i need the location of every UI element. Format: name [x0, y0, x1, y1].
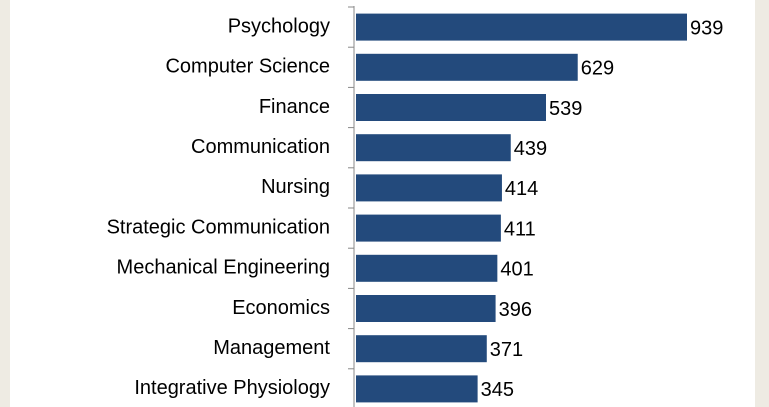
value-label: 414: [505, 178, 538, 200]
value-label: 939: [690, 17, 723, 39]
category-label: Communication: [191, 136, 330, 158]
value-label: 401: [500, 259, 533, 281]
bar: [356, 94, 546, 121]
category-label: Computer Science: [165, 56, 330, 78]
category-label: Integrative Physiology: [134, 377, 330, 399]
value-label: 345: [481, 379, 514, 401]
category-label: Economics: [232, 297, 330, 319]
bar: [356, 254, 498, 282]
bar: [356, 134, 511, 162]
value-label: 396: [499, 299, 532, 321]
bar: [356, 214, 501, 242]
bar: [356, 53, 578, 81]
bar: [356, 375, 478, 403]
value-label: 629: [581, 58, 614, 80]
category-label: Finance: [259, 96, 330, 118]
value-label: 539: [549, 98, 582, 120]
category-label: Nursing: [261, 176, 330, 198]
bar: [356, 174, 502, 202]
category-label: Mechanical Engineering: [117, 257, 330, 279]
value-label: 439: [514, 138, 547, 160]
value-label: 371: [490, 339, 523, 361]
bar: [356, 13, 687, 41]
category-label: Strategic Communication: [107, 216, 330, 238]
category-label: Psychology: [228, 15, 330, 37]
bar: [356, 295, 496, 322]
category-label: Management: [213, 337, 330, 359]
value-label: 411: [504, 218, 536, 240]
bar: [356, 335, 487, 363]
